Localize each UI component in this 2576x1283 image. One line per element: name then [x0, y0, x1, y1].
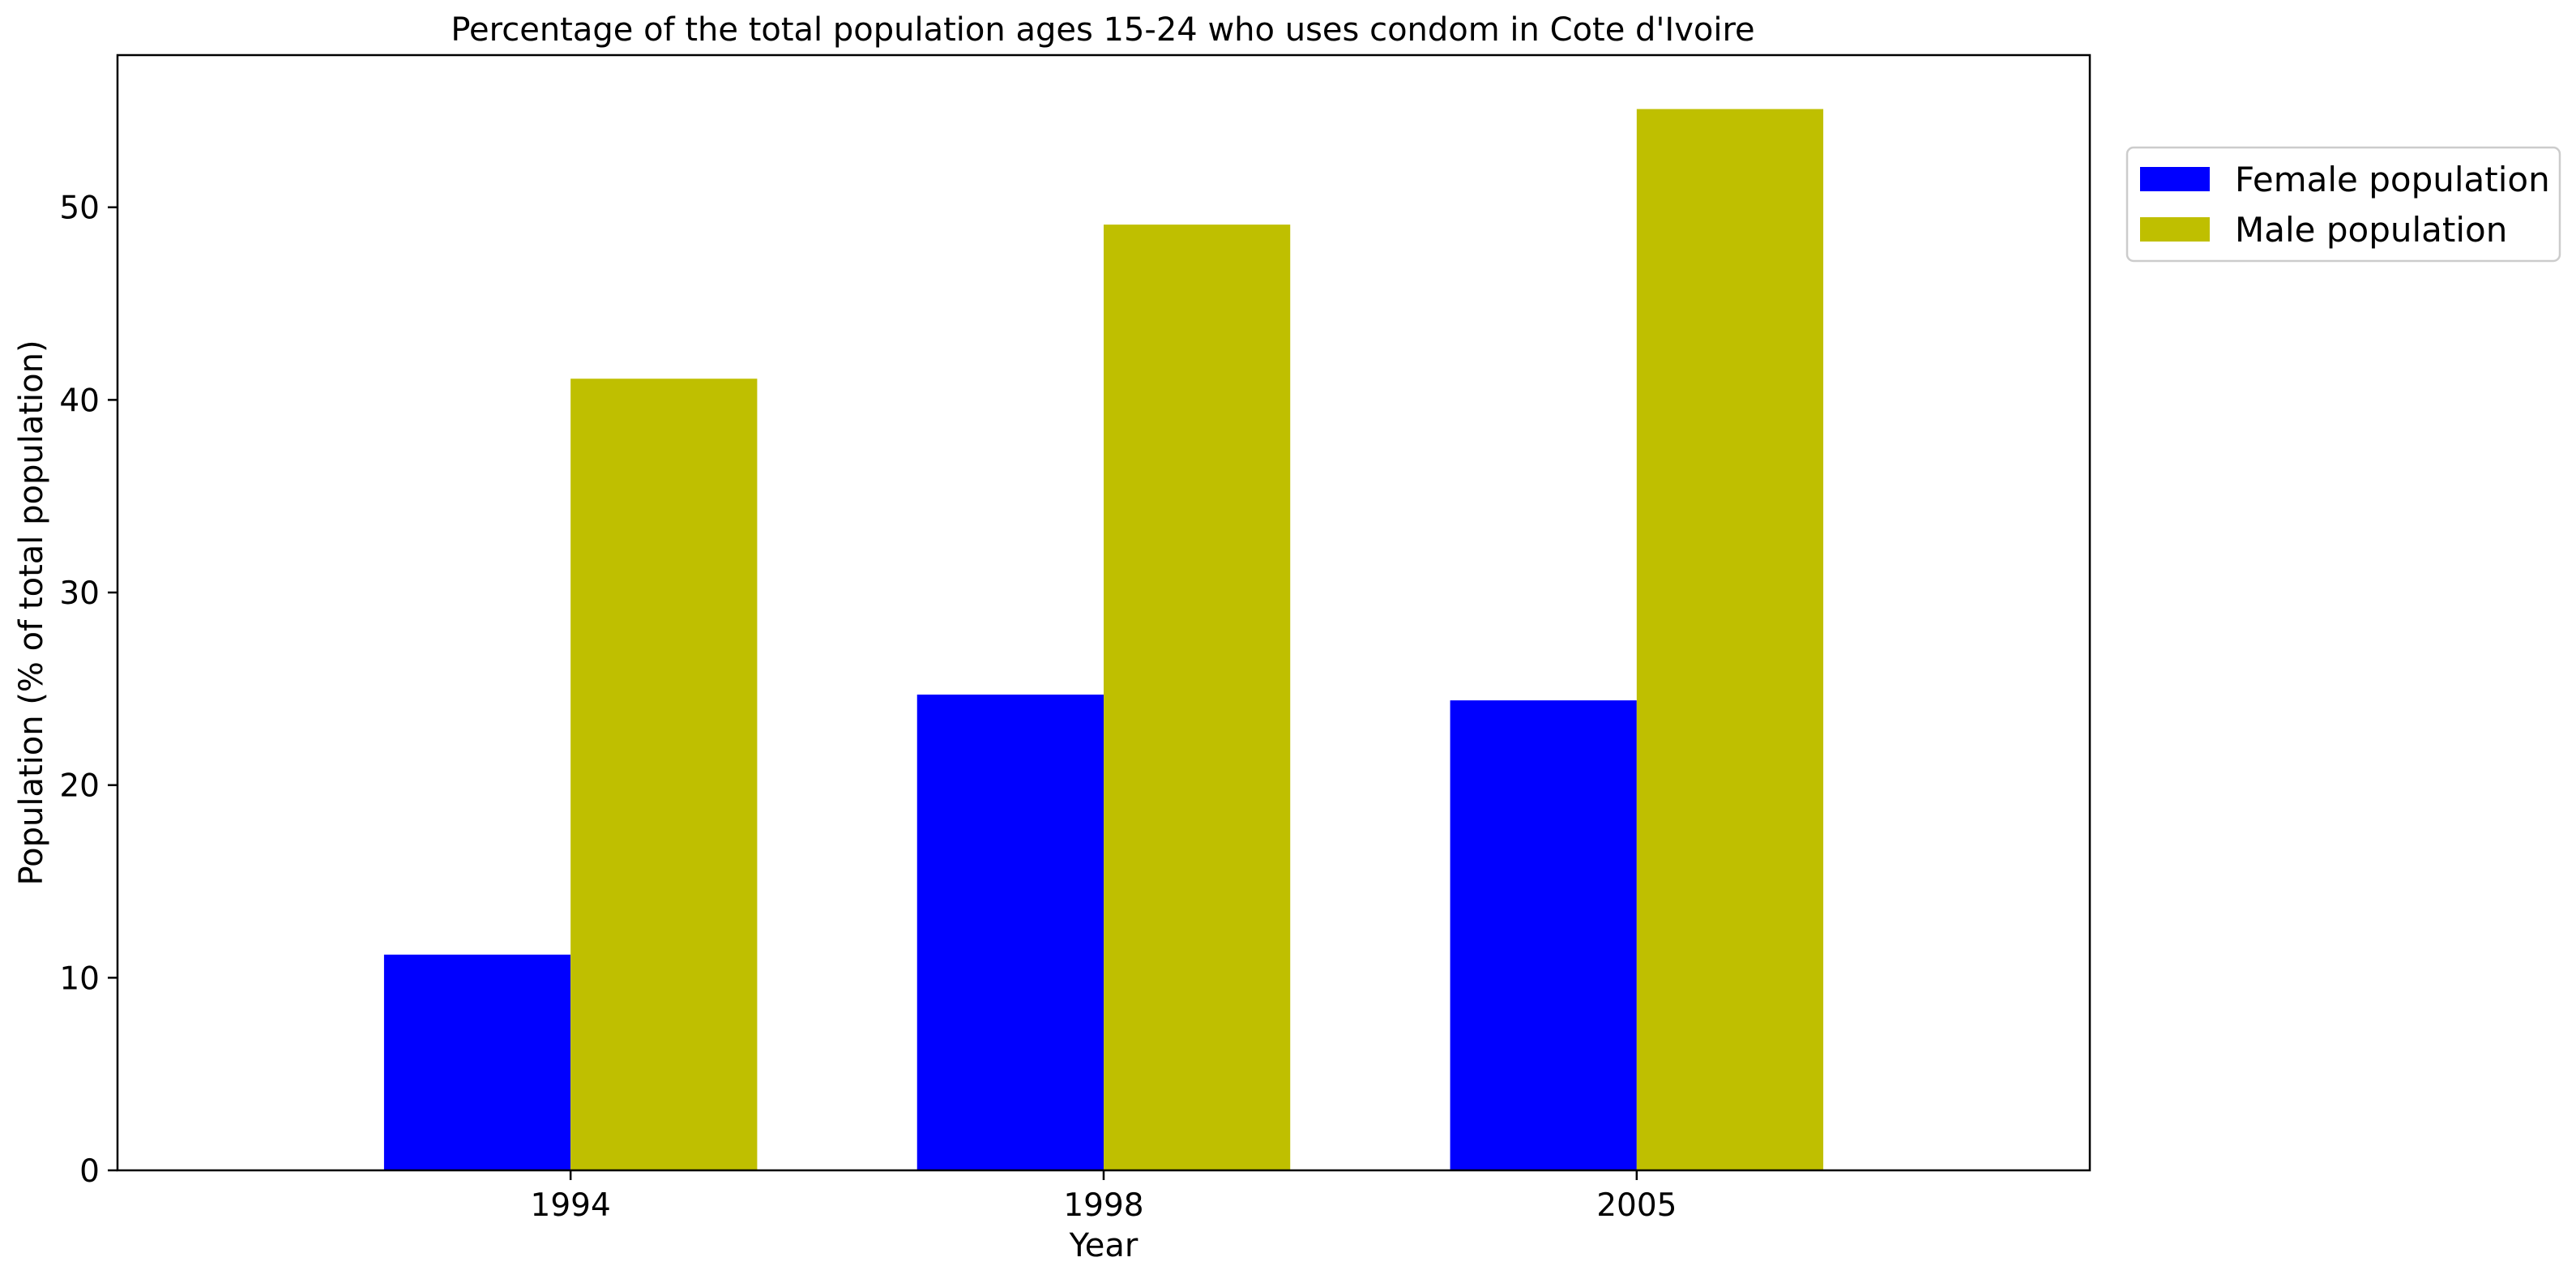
y-axis-label: Population (% of total population) [13, 340, 50, 885]
y-tick-label: 0 [79, 1153, 100, 1190]
bars-layer [383, 109, 1824, 1170]
x-axis: 1994 1998 2005 [531, 1170, 1677, 1224]
legend-swatch [2140, 167, 2210, 191]
legend-entries: Female population Male population [2140, 160, 2550, 250]
x-tick-label: 2005 [1596, 1187, 1677, 1224]
y-tick-label: 50 [59, 190, 100, 227]
legend-label: Female population [2235, 160, 2550, 199]
legend: Female population Male population [2125, 146, 2561, 263]
legend-box [2125, 146, 2561, 263]
y-tick-label: 10 [59, 960, 100, 997]
legend-label: Male population [2235, 210, 2507, 250]
bar-female-2005 [1450, 700, 1637, 1170]
bar-male-1998 [1104, 225, 1291, 1170]
x-axis-label: Year [1069, 1227, 1138, 1264]
plot-frame [116, 53, 2091, 1172]
bar-male-2005 [1636, 109, 1824, 1170]
y-tick-label: 20 [59, 768, 100, 805]
bar-male-1994 [570, 378, 758, 1170]
legend-swatch [2140, 217, 2210, 242]
chart-title: Percentage of the total population ages … [451, 11, 1754, 49]
bar-female-1998 [916, 695, 1104, 1170]
y-tick-label: 30 [59, 575, 100, 612]
x-tick-label: 1994 [531, 1187, 611, 1224]
y-tick-label: 40 [59, 383, 100, 419]
bar-female-1994 [383, 954, 571, 1170]
y-axis: 0 10 20 30 40 50 [59, 190, 117, 1190]
x-tick-label: 1998 [1063, 1187, 1143, 1224]
